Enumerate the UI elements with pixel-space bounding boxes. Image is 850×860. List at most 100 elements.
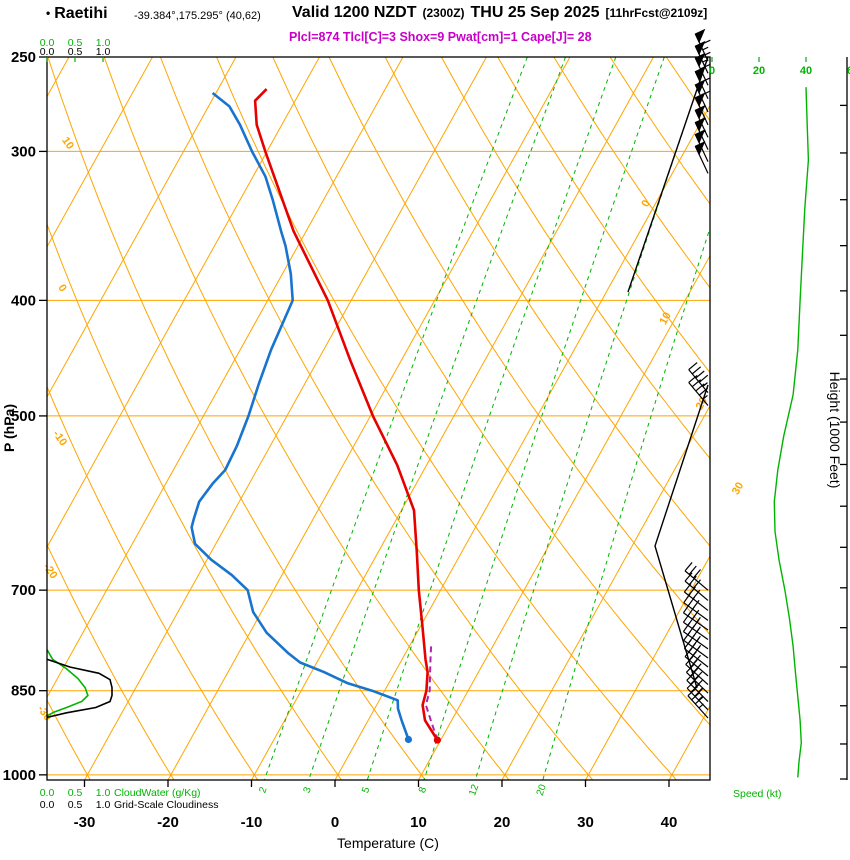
cloudiness-tick-top: 0.5 [68, 46, 83, 58]
temperature-tick-label: 20 [494, 814, 511, 831]
temperature-tick-label: 40 [661, 814, 678, 831]
dry-adiabat-line [497, 57, 710, 374]
cloudwater-tick-top: 1.0 [96, 37, 111, 49]
speed-axis-title: Speed (kt) [733, 788, 781, 800]
station-coordinates: -39.384°,175.295° (40,62) [134, 10, 261, 22]
cloudwater-axis-title: CloudWater (g/Kg) [114, 787, 201, 799]
background-grid [47, 57, 710, 780]
mixing-ratio-line [366, 57, 617, 780]
cloudiness-tick-bottom: 0.5 [68, 799, 83, 811]
cloudiness-tick-top: 0.0 [40, 46, 55, 58]
cloudiness-curve [47, 658, 113, 719]
wind-barb [687, 687, 709, 719]
cloudwater-tick-bottom: 1.0 [96, 787, 111, 799]
pressure-tick-label: 500 [11, 408, 36, 425]
isotherm-label: 10 [657, 310, 673, 327]
pressure-tick-label: 700 [11, 582, 36, 599]
wind-barb [688, 362, 709, 394]
mixing-ratio-line [423, 57, 665, 780]
cloudiness-tick-bottom: 0.0 [40, 799, 55, 811]
isotherm-line [418, 254, 710, 780]
direction-trace-line [627, 56, 709, 293]
temperature-tick-label: 0 [331, 814, 339, 831]
isotherm-line [668, 705, 710, 780]
dry-adiabat-line [553, 57, 710, 289]
dry-adiabat-line [272, 57, 710, 726]
axes: 250 300 400 500 700 850 1000 P (hPa) -30 -20 -10 0 1… [1, 37, 850, 851]
temperature-tick-label: -30 [74, 814, 96, 831]
profiles [47, 88, 441, 744]
cloudwater-tick-bottom: 0.5 [68, 787, 83, 799]
isotherm-line [251, 57, 654, 780]
isotherm-line [84, 57, 487, 780]
mixing-ratio-label: 20 [535, 783, 549, 798]
valid-time-row: Valid 1200 NZDT (2300Z) THU 25 Sep 2025 … [292, 4, 707, 22]
mixing-ratio-label: 2 [257, 785, 269, 794]
isotherm-line [47, 57, 237, 398]
dry-adiabat-line [47, 385, 259, 780]
station-title: • Raetihi [46, 5, 108, 23]
forecast-tag: [11hrFcst@2109z] [605, 6, 708, 20]
valid-zulu: (2300Z) [422, 6, 465, 20]
dry-adiabat-line [47, 543, 175, 780]
cloudiness-tick-top: 1.0 [96, 46, 111, 58]
surface-dewpoint-dot [404, 735, 413, 744]
station-bullet-icon: • [46, 6, 51, 20]
dry-adiabat-line [384, 57, 710, 547]
wind-barb [685, 663, 709, 694]
pressure-tick-label: 1000 [3, 767, 36, 784]
speed-tick-label: 40 [800, 65, 812, 77]
isotherm-label: 30 [730, 480, 746, 497]
wind-barb [684, 562, 709, 591]
mixing-ratio-label: 12 [467, 783, 481, 798]
wind-barb [684, 572, 709, 601]
speed-tick-label: 60 [847, 65, 850, 77]
valid-date: THU 25 Sep 2025 [470, 4, 600, 21]
dry-adiabat-line [47, 222, 342, 780]
pressure-tick-label: 850 [11, 683, 36, 700]
isotherm-line [585, 555, 710, 780]
mixing-ratio-label: 3 [302, 785, 314, 794]
plot-border [46, 56, 711, 781]
cloudwater-tick-bottom: 0.0 [40, 787, 55, 799]
dry-adiabat-line [47, 699, 91, 780]
temperature-tick-label: -20 [157, 814, 179, 831]
direction-trace-line [654, 384, 709, 689]
cloudiness-axis-title: Grid-Scale Cloudiness [114, 799, 218, 811]
mixing-ratio-line [542, 226, 710, 780]
dry-adiabat-line [47, 57, 426, 780]
wind-barb [688, 374, 709, 406]
pressure-axis-title: P (hPa) [1, 404, 17, 452]
station-name: Raetihi [54, 5, 108, 22]
dry-adiabat-line [103, 57, 510, 780]
valid-time: Valid 1200 NZDT [292, 4, 417, 21]
cloudwater-tick-top: 0.5 [68, 37, 83, 49]
stability-indices: Plcl=874 Tlcl[C]=3 Shox=9 Pwat[cm]=1 Cap… [289, 30, 592, 44]
wind-barb [685, 655, 709, 686]
temperature-tick-label: -10 [241, 814, 263, 831]
pressure-tick-label: 400 [11, 292, 36, 309]
mixing-ratio-label: 5 [360, 785, 372, 794]
cloudwater-tick-top: 0.0 [40, 37, 55, 49]
dry-adiabat-label: 10 [59, 135, 76, 152]
wind-barb [686, 680, 709, 711]
isotherm-line [334, 104, 710, 780]
isotherm-line [501, 404, 710, 780]
isotherm-line [47, 57, 320, 549]
dry-adiabat-line [159, 57, 594, 780]
pressure-tick-label: 250 [11, 49, 36, 66]
temperature-axis-title: Temperature (C) [337, 835, 439, 851]
pressure-tick-label: 300 [11, 143, 36, 160]
mixing-ratio-line [263, 57, 528, 780]
temperature-curve [253, 88, 439, 741]
dewpoint-curve [190, 91, 410, 740]
parcel-curve [424, 646, 439, 741]
isotherm-line [47, 57, 404, 699]
wind-barb [694, 140, 709, 174]
mixing-ratio-line [308, 57, 566, 780]
wind-speed-curve [773, 87, 810, 778]
dry-adiabat-line [328, 57, 710, 636]
